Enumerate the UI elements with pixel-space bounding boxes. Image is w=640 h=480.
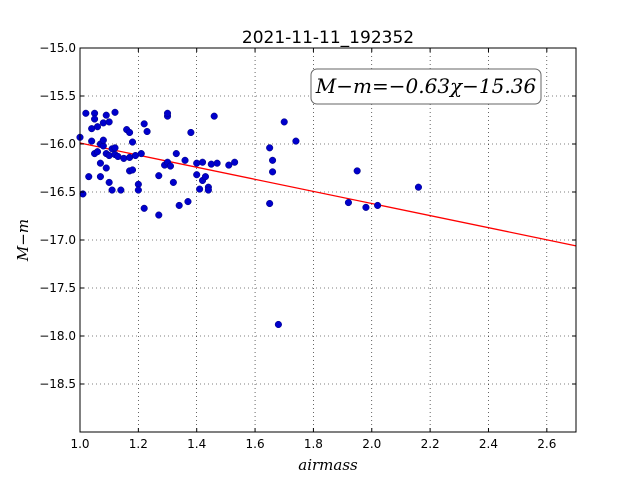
data-point <box>91 115 99 123</box>
data-point <box>102 111 110 119</box>
data-point <box>96 159 104 167</box>
y-tick-label: −16.0 <box>39 137 76 151</box>
data-point <box>225 161 233 169</box>
data-point <box>99 136 107 144</box>
x-tick-label: 1.6 <box>246 437 265 451</box>
data-point <box>108 186 116 194</box>
data-point <box>344 199 352 207</box>
data-point <box>175 201 183 209</box>
x-tick-label: 1.8 <box>304 437 323 451</box>
x-tick-label: 2.4 <box>479 437 498 451</box>
data-point <box>204 186 212 194</box>
y-tick-label: −15.0 <box>39 41 76 55</box>
data-point <box>163 109 172 117</box>
data-point <box>187 128 195 137</box>
data-point <box>82 109 90 117</box>
y-tick-label: −17.0 <box>39 233 76 247</box>
data-point <box>117 186 125 194</box>
data-point <box>140 204 148 212</box>
data-point <box>210 112 218 120</box>
data-point <box>231 158 239 166</box>
y-tick-label: −15.5 <box>39 89 76 103</box>
data-point <box>184 198 192 206</box>
data-point <box>128 166 137 174</box>
data-point <box>93 123 102 131</box>
fit-line-layer <box>79 142 577 247</box>
x-tick-label: 2.2 <box>421 437 440 451</box>
y-tick-label: −16.5 <box>39 185 76 199</box>
fit-equation: M−m=−0.63χ−15.36 <box>315 74 537 98</box>
data-point <box>274 320 282 329</box>
data-point <box>181 156 189 164</box>
data-point <box>414 183 422 191</box>
data-point <box>292 137 300 145</box>
x-tick-label: 1.0 <box>70 437 89 451</box>
data-point <box>269 156 277 164</box>
data-point <box>207 160 215 168</box>
axis-ticks: 1.0 1.2 1.4 1.6 1.8 2.0 2.2 2.4 2.6 −15.0 −15.5 −16… <box>39 41 576 451</box>
data-point <box>169 178 177 186</box>
data-point <box>166 162 174 170</box>
x-tick-label: 1.4 <box>187 437 206 451</box>
data-point <box>196 185 204 193</box>
x-tick-label: 1.2 <box>129 437 148 451</box>
data-point <box>88 137 96 145</box>
data-point <box>134 186 142 194</box>
data-point <box>93 148 102 156</box>
y-tick-label: −18.5 <box>39 377 76 391</box>
data-point <box>96 173 104 181</box>
data-point <box>362 203 370 211</box>
data-point <box>105 151 113 160</box>
x-tick-label: 2.0 <box>362 437 381 451</box>
data-point <box>128 138 137 146</box>
y-axis-label: M−m <box>14 219 32 262</box>
data-point <box>140 120 148 128</box>
data-point <box>193 171 201 179</box>
data-point <box>374 201 382 209</box>
data-point <box>280 118 288 126</box>
data-point <box>126 128 134 137</box>
data-point <box>193 159 201 167</box>
data-point <box>105 118 113 126</box>
data-point <box>99 119 107 127</box>
fit-line <box>79 142 577 247</box>
data-point <box>155 211 163 219</box>
data-point <box>266 199 274 208</box>
y-tick-label: −18.0 <box>39 329 76 343</box>
x-axis-label: airmass <box>298 456 358 474</box>
data-point <box>105 178 113 186</box>
chart-title: 2021-11-11_192352 <box>242 28 414 48</box>
data-point <box>111 108 119 116</box>
data-point <box>172 150 180 158</box>
data-points <box>76 108 422 329</box>
data-point <box>266 144 274 152</box>
data-point <box>111 144 119 152</box>
data-point <box>137 150 145 158</box>
fit-equation-frame <box>310 68 542 105</box>
fit-equation-box: M−m=−0.63χ−15.36 <box>310 68 542 105</box>
data-point <box>353 167 361 175</box>
y-tick-label: −17.5 <box>39 281 76 295</box>
data-point <box>198 158 207 166</box>
data-point <box>143 127 151 136</box>
data-point <box>155 172 163 180</box>
data-point <box>120 154 128 162</box>
data-point <box>85 173 93 181</box>
data-point <box>269 168 277 176</box>
x-tick-label: 2.6 <box>537 437 556 451</box>
data-point <box>201 173 210 181</box>
data-point <box>102 164 110 172</box>
data-point <box>213 159 221 167</box>
